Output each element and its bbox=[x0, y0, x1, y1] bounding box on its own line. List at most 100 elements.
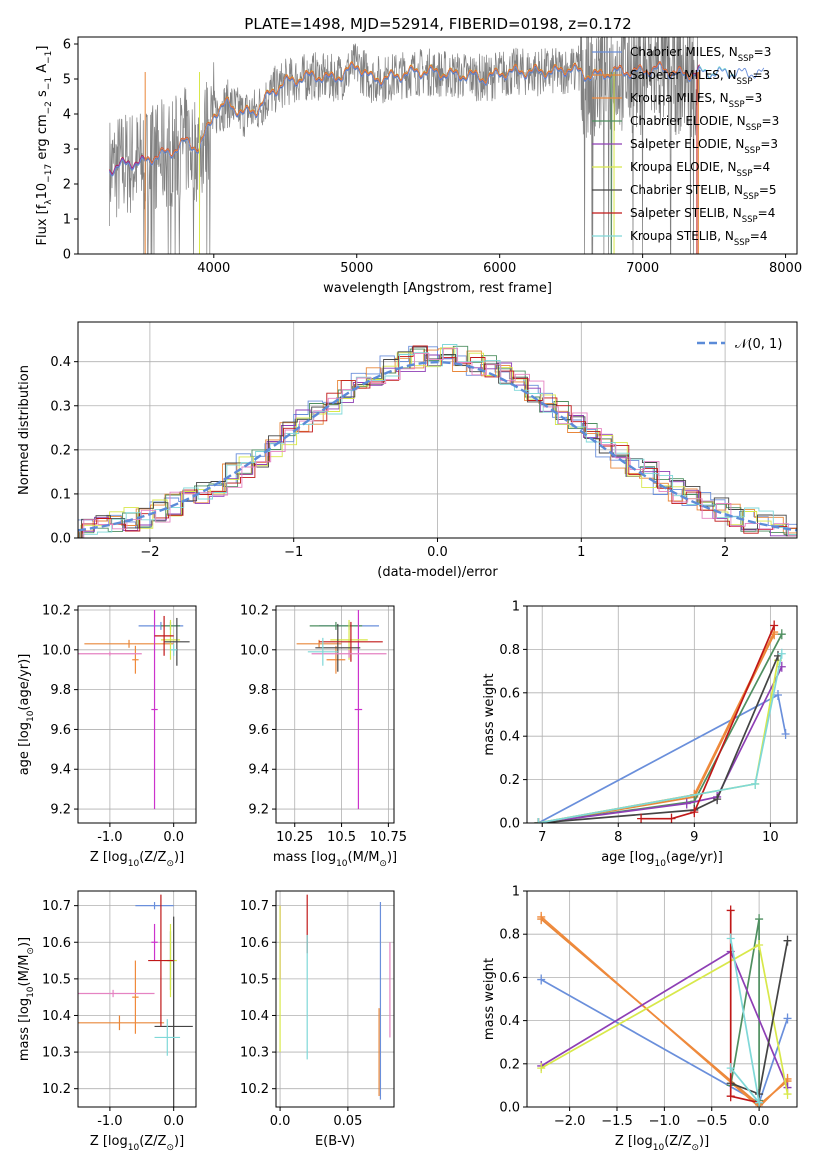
panel-age-vs-mass: 10.25 10.5 10.75 9.2 9.4 9.6 9.8 10.0 10.2 mass [… bbox=[240, 603, 407, 869]
x-tick-label: 8 bbox=[614, 830, 622, 845]
plus-marker bbox=[726, 1091, 735, 1102]
plot-area bbox=[78, 609, 190, 810]
y-tick-label: 0.8 bbox=[499, 643, 520, 658]
error-bar-point bbox=[354, 609, 363, 810]
x-axis-label-part: 10 bbox=[128, 859, 140, 869]
x-tick-label: 7 bbox=[538, 830, 546, 845]
x-tick-label: 8000 bbox=[769, 261, 802, 276]
y-tick-label: 0.2 bbox=[50, 443, 71, 458]
y-axis-label-part: ⊙ bbox=[26, 947, 36, 955]
axes-frame bbox=[526, 890, 798, 1108]
x-axis-label-part: )] bbox=[174, 850, 184, 865]
plot-area bbox=[534, 620, 790, 823]
x-axis-label-part: Z [log bbox=[615, 1134, 653, 1149]
plus-marker bbox=[534, 818, 543, 823]
x-tick-label: -1.0 bbox=[97, 1114, 122, 1129]
legend-label-sub: SSP bbox=[738, 54, 754, 64]
plus-marker bbox=[537, 1063, 546, 1074]
x-axis-label-part: 10 bbox=[128, 1143, 140, 1153]
x-axis-label-part: ⊙ bbox=[166, 1143, 174, 1153]
y-tick-label: 9.4 bbox=[50, 763, 71, 778]
x-axis-label-part: )] bbox=[174, 1134, 184, 1149]
x-tick-label: 10.25 bbox=[276, 830, 313, 845]
y-axis-label: Flux [fλ10−17 erg cm−2 s−1 A−1] bbox=[35, 46, 54, 246]
plus-marker bbox=[682, 798, 691, 809]
plus-marker bbox=[637, 813, 646, 823]
observed-spectrum-line bbox=[109, 37, 700, 254]
legend-label-tail: =3 bbox=[760, 137, 778, 151]
plus-marker bbox=[755, 940, 764, 950]
legend-label-tail: =3 bbox=[754, 45, 772, 59]
residual-histogram bbox=[81, 346, 797, 538]
error-bar-point bbox=[307, 637, 338, 666]
y-axis-label-part: (M/M bbox=[17, 955, 32, 987]
plus-marker bbox=[751, 778, 760, 789]
model-spectrum-line bbox=[145, 61, 693, 164]
legend-label-sub: SSP bbox=[729, 100, 745, 110]
x-tick-label: 0.0 bbox=[163, 830, 184, 845]
y-axis-label: age [log10(age/yr)] bbox=[17, 654, 36, 776]
plus-marker bbox=[537, 974, 546, 985]
y-tick-label: 0.3 bbox=[50, 399, 71, 414]
panel-residuals: −2 −1 0.0 1 2 0.0 0.1 0.2 0.3 0.4 (data-model)/err… bbox=[17, 321, 798, 580]
plus-marker bbox=[713, 794, 722, 805]
y-tick-label: 9.8 bbox=[248, 683, 269, 698]
axes-frame bbox=[77, 36, 798, 255]
plot-area bbox=[279, 894, 391, 1100]
plus-marker bbox=[783, 935, 792, 946]
y-axis-label-part: 10 bbox=[26, 710, 36, 722]
x-axis-label-part: (M/M bbox=[348, 850, 380, 865]
plus-marker bbox=[783, 1089, 792, 1100]
y-tick-label: 10.4 bbox=[240, 1009, 269, 1024]
x-tick-label: −2.0 bbox=[554, 1114, 586, 1129]
error-bar-point bbox=[170, 643, 177, 656]
y-tick-label: 10.2 bbox=[240, 603, 269, 618]
x-axis-label-part: ⊙ bbox=[166, 859, 174, 869]
series-line bbox=[538, 666, 783, 823]
x-tick-label: 5000 bbox=[340, 261, 373, 276]
x-axis-label: Z [log10(Z/Z⊙)] bbox=[615, 1134, 709, 1153]
series-line bbox=[540, 916, 789, 1107]
y-tick-label: 10.6 bbox=[240, 936, 269, 951]
legend-label-sub: SSP bbox=[742, 215, 758, 225]
x-axis-label: (data-model)/error bbox=[377, 565, 498, 580]
x-axis-label-part: ⊙ bbox=[691, 1143, 699, 1153]
plot-area bbox=[537, 905, 792, 1107]
x-axis-label-part: (Z/Z bbox=[664, 1134, 691, 1149]
figure-title: PLATE=1498, MJD=52914, FIBERID=0198, z=0… bbox=[244, 15, 631, 33]
x-axis-label: age [log10(age/yr)] bbox=[601, 850, 723, 869]
y-tick-label: 0.2 bbox=[499, 1057, 520, 1072]
y-tick-label: 10.0 bbox=[240, 643, 269, 658]
plus-marker bbox=[770, 620, 779, 631]
x-axis-label-part: (age/yr)] bbox=[666, 850, 723, 865]
y-axis-label-part: ] bbox=[35, 46, 50, 51]
legend-label-tail: =4 bbox=[750, 229, 768, 243]
x-axis-label-part: 10 bbox=[336, 859, 348, 869]
legend-label: Salpeter MILES, NSSP=3 bbox=[630, 68, 770, 87]
error-bar-point bbox=[148, 894, 174, 1027]
plus-marker bbox=[781, 729, 790, 740]
legend-label-tail: =5 bbox=[759, 183, 777, 197]
normal-pdf-line bbox=[78, 360, 797, 532]
y-tick-label: 10.0 bbox=[42, 643, 71, 658]
y-tick-label: 0.2 bbox=[499, 773, 520, 788]
legend-label-sub: SSP bbox=[746, 123, 762, 133]
y-tick-label: 0.1 bbox=[50, 487, 71, 502]
error-bar-point bbox=[151, 923, 158, 961]
y-tick-label: 10.7 bbox=[42, 899, 71, 914]
y-axis-label-part: −1 bbox=[44, 51, 54, 64]
x-axis-label: Z [log10(Z/Z⊙)] bbox=[90, 850, 184, 869]
y-tick-label: 10.6 bbox=[42, 936, 71, 951]
axes-frame bbox=[275, 890, 395, 1108]
y-axis-label-part: λ bbox=[44, 199, 54, 205]
legend-label: Chabrier STELIB, NSSP=5 bbox=[630, 183, 777, 202]
legend-label-text: Chabrier MILES, N bbox=[630, 45, 738, 59]
error-bar-point bbox=[319, 621, 383, 662]
legend-label-text: Salpeter STELIB, N bbox=[630, 206, 742, 220]
y-tick-label: 5 bbox=[63, 73, 71, 88]
plus-marker bbox=[755, 1089, 764, 1100]
axes-frame bbox=[526, 605, 798, 824]
plot-area bbox=[78, 344, 797, 538]
plus-marker bbox=[773, 689, 782, 700]
